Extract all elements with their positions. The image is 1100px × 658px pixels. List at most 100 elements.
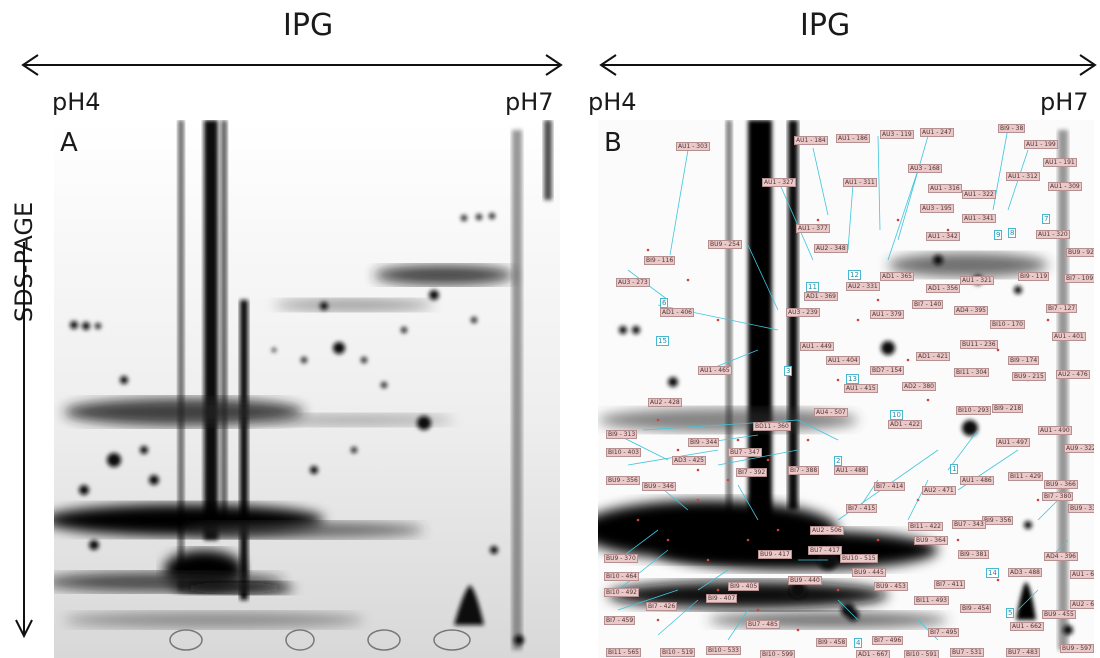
spot-label: BU9 - 370 [604,554,638,563]
spot-number: 12 [848,270,861,280]
spot-label: BU7 - 347 [728,448,762,457]
spot-number: 13 [846,374,859,384]
spot-label: AD1 - 356 [926,284,960,293]
spot-label: BU9 - 440 [788,576,822,585]
spot-label: AU1 - 662 [1010,622,1044,631]
spot-label: BI10 - 492 [604,588,639,597]
spot-label: BI10 - 599 [760,650,795,658]
spot-label: AD1 - 667 [856,650,890,658]
spot-label: BU9 - 417 [758,550,792,559]
spot-label: AU1 - 657 [1070,570,1094,579]
spot-label: AD1 - 369 [804,292,838,301]
spot-label: AU2 - 428 [648,398,682,407]
ipg-title-left: IPG [283,8,334,43]
ipg-title-right: IPG [800,8,851,43]
spot-label: AU1 - 486 [960,476,994,485]
spot-label: AU1 - 497 [996,438,1030,447]
spot-label: BU7 - 485 [746,620,780,629]
spot-label: AU1 - 199 [1024,140,1058,149]
spot-label: BI11 - 493 [914,596,949,605]
ph-max-right: pH7 [1040,88,1089,116]
spot-label: AD1 - 422 [888,420,922,429]
spot-label: BI9 - 356 [982,516,1014,525]
spot-label: AU1 - 311 [843,178,877,187]
spot-label: BU9 - 445 [852,568,886,577]
sds-page-arrow [15,242,33,639]
spot-label: AU1 - 341 [962,214,996,223]
spot-label: AU1 - 415 [844,384,878,393]
spot-label: BU9 - 254 [708,240,742,249]
spot-label: BI7 - 426 [646,602,678,611]
spot-label: BU7 - 343 [952,520,986,529]
spot-label: BU9 - 92 [1066,248,1094,257]
spot-label: BU10 - 515 [840,554,878,563]
spot-label: AU1 - 320 [1036,230,1070,239]
spot-label: AU1 - 490 [1038,426,1072,435]
spot-label: BI9 - 381 [958,550,990,559]
panel-b-letter: B [604,128,622,158]
spot-label: BU7 - 531 [950,648,984,657]
spot-label: BU9 - 366 [1044,480,1078,489]
spot-label: AU1 - 191 [1043,158,1077,167]
spot-label: BI10 - 170 [990,320,1025,329]
spot-label: AU1 - 449 [800,342,834,351]
ipg-arrow-left [21,54,563,76]
spot-label: AU3 - 168 [908,164,942,173]
spot-label: AU1 - 321 [960,276,994,285]
spot-label: AU2 - 331 [846,282,880,291]
spot-label: BU9 - 455 [1042,610,1076,619]
spot-label: AU1 - 316 [928,184,962,193]
spot-label: AU3 - 119 [880,130,914,139]
spot-label: AU3 - 273 [616,278,650,287]
spot-label: BU9 - 339 [1068,504,1094,513]
spot-label: BI10 - 519 [660,648,695,657]
spot-label: BI9 - 405 [728,582,760,591]
spot-label: BI10 - 533 [706,646,741,655]
spot-number: 9 [994,230,1003,240]
spot-label: BI11 - 422 [908,522,943,531]
spot-label: BU9 - 346 [642,482,676,491]
spot-label: BI7 - 392 [736,468,768,477]
spot-label: AU3 - 195 [920,204,954,213]
spot-label: AD1 - 406 [660,308,694,317]
spot-label: BD7 - 154 [870,366,904,375]
spot-label: BI7 - 388 [788,466,820,475]
spot-label: BI9 - 116 [644,256,676,265]
spot-label: AU2 - 506 [810,526,844,535]
spot-label: BI9 - 119 [1018,272,1050,281]
spot-label: BI7 - 127 [1046,304,1078,313]
spot-label: AU4 - 507 [814,408,848,417]
spot-label: BI7 - 414 [874,482,906,491]
spot-number: 10 [890,410,903,420]
spot-label: BI9 - 218 [992,404,1024,413]
panel-a-letter: A [60,128,78,158]
spot-label: AU2 - 476 [1056,370,1090,379]
spot-label: BI10 - 403 [606,448,641,457]
spot-label: BU9 - 453 [874,582,908,591]
gel-image-a: A [54,120,560,658]
spot-number: 6 [660,298,669,308]
spot-label: AD1 - 365 [880,272,914,281]
spot-label: AU1 - 465 [698,366,732,375]
spot-label: AD2 - 380 [902,382,936,391]
spot-label: BU9 - 597 [1060,644,1094,653]
ph-max-left: pH7 [505,88,554,116]
spot-label: BI9 - 313 [606,430,638,439]
spot-label: BI9 - 38 [998,124,1026,133]
spot-label: BI11 - 565 [606,648,641,657]
spot-label: BI10 - 591 [904,650,939,658]
spot-label: BI11 - 304 [954,368,989,377]
spot-label: BI10 - 293 [956,406,991,415]
gel-image-b: AU1 - 303 AU1 - 184 AU1 - 186 AU3 - 119 … [598,120,1094,658]
spot-label: BI7 - 459 [604,616,636,625]
spot-label: BU9 - 356 [606,476,640,485]
spot-label: BI10 - 464 [604,572,639,581]
spot-number: 2 [834,456,843,466]
spot-label: AD3 - 425 [672,456,706,465]
spot-label: AU1 - 186 [836,134,870,143]
spot-label: AU9 - 322 [1064,444,1094,453]
spot-label: BI7 - 411 [934,580,966,589]
gel-a-artwork [54,120,560,658]
spot-label: BI9 - 407 [706,594,738,603]
spot-label: AU1 - 488 [834,466,868,475]
